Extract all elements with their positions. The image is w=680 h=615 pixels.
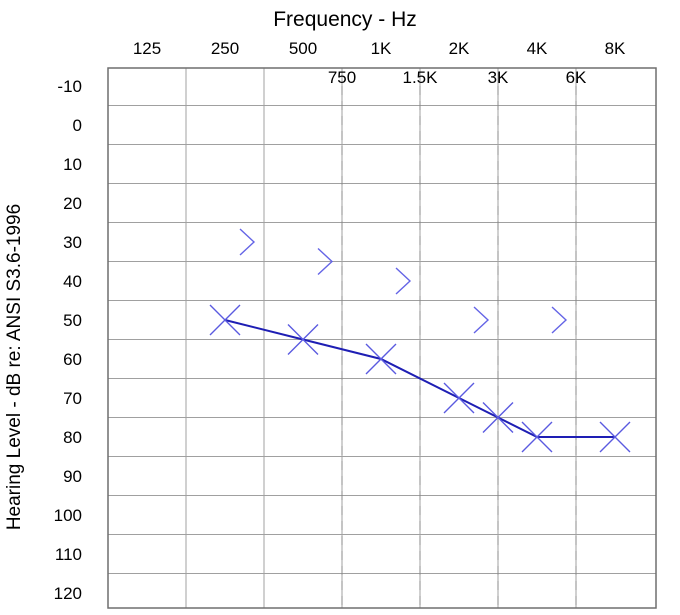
x-inter-tick-label: 6K — [566, 68, 587, 87]
y-tick-label: 50 — [63, 311, 82, 330]
x-tick-label: 500 — [289, 39, 317, 58]
point-x-marker — [599, 421, 631, 453]
x-tick-label: 250 — [211, 39, 239, 58]
y-tick-label: 0 — [73, 116, 82, 135]
y-tick-label: 20 — [63, 194, 82, 213]
y-tick-label: 120 — [54, 584, 82, 603]
point-chevron-marker — [473, 306, 490, 334]
plot-border — [107, 67, 657, 609]
series-chevron-right — [239, 228, 568, 334]
point-chevron-marker — [395, 267, 412, 295]
y-tick-label: 80 — [63, 428, 82, 447]
y-tick-label: 100 — [54, 506, 82, 525]
x-tick-label: 4K — [527, 39, 548, 58]
x-inter-tick-label: 1.5K — [403, 68, 439, 87]
x-tick-label: 1K — [371, 39, 392, 58]
y-tick-label: 60 — [63, 350, 82, 369]
x-tick-label: 8K — [605, 39, 626, 58]
point-x-marker — [482, 402, 514, 433]
chart-title: Frequency - Hz — [273, 8, 417, 31]
point-chevron-marker — [317, 247, 334, 276]
y-tick-label: 30 — [63, 233, 82, 252]
y-tick-label: 90 — [63, 467, 82, 486]
y-tick-label: 70 — [63, 389, 82, 408]
grid — [107, 67, 657, 609]
x-tick-label: 2K — [449, 39, 470, 58]
x-tick-label: 125 — [133, 39, 161, 58]
point-x-marker — [365, 343, 397, 375]
point-x-marker — [287, 324, 319, 355]
y-axis-label: Hearing Level - dB re: ANSI S3.6-1996 — [4, 204, 25, 530]
y-tick-label: 40 — [63, 272, 82, 291]
point-x-marker — [209, 304, 241, 336]
x-inter-tick-label: 3K — [488, 68, 509, 87]
data-series — [209, 228, 631, 453]
series-x — [209, 304, 631, 453]
tick-labels: 125 250 500 1K 2K 4K 8K 750 1.5K 3K 6K -10 0 10 20 30 40… — [54, 39, 626, 603]
x-inter-tick-label: 750 — [328, 68, 356, 87]
y-tick-label: 110 — [55, 545, 82, 564]
point-chevron-marker — [239, 228, 256, 256]
y-tick-label: 10 — [63, 155, 82, 174]
point-x-marker — [443, 382, 475, 414]
point-x-marker — [521, 421, 553, 453]
y-tick-label: -10 — [57, 77, 82, 96]
point-chevron-marker — [551, 306, 568, 334]
